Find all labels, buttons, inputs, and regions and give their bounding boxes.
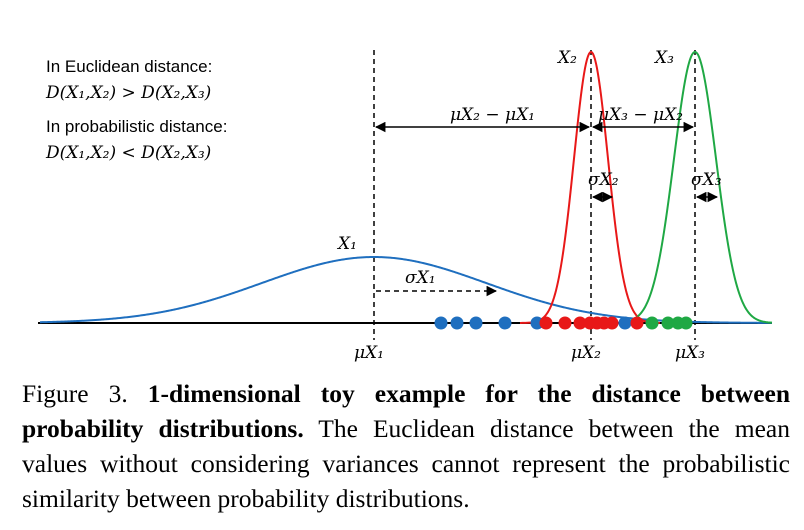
sample-dot [434, 316, 448, 330]
difference-label: μX₃ − μX₂ [598, 105, 683, 125]
euclid-label: In Euclidean distance: [46, 57, 212, 76]
prob-formula: D(X₁,X₂) < D(X₂,X₃) [45, 143, 211, 163]
sample-dot [645, 316, 659, 330]
sigma-label: σX₁ [405, 268, 436, 288]
sample-dot [539, 316, 553, 330]
sample-dot [469, 316, 483, 330]
samples [434, 316, 693, 330]
caption-label: Figure 3. [22, 379, 128, 408]
mean-label: μX₁ [354, 343, 384, 363]
sample-dot [661, 316, 675, 330]
mean-lines [373, 50, 696, 340]
sample-dot [450, 316, 464, 330]
sample-dot [573, 316, 587, 330]
sample-dot [530, 316, 544, 330]
curve-x1 [39, 256, 772, 324]
caption-body: The Euclidean distance between the mean … [22, 414, 790, 513]
sample-dot [498, 316, 512, 330]
prob-label: In probabilistic distance: [46, 117, 227, 136]
caption: Figure 3. 1-dimensional toy example for … [22, 376, 790, 516]
curve-label: X₃ [653, 48, 674, 68]
sigma-label: σX₂ [588, 170, 619, 190]
euclid-formula: D(X₁,X₂) > D(X₂,X₃) [45, 83, 211, 103]
figure: In Euclidean distance: D(X₁,X₂) > D(X₂,X… [38, 48, 773, 363]
mean-label: μX₂ [571, 343, 601, 363]
difference-label: μX₂ − μX₁ [450, 105, 535, 125]
sample-dot [630, 316, 644, 330]
caption-title: 1-dimensional toy example for the distan… [22, 379, 791, 443]
arrows [374, 121, 719, 297]
curve-label: X₁ [336, 234, 357, 254]
sample-dot [558, 316, 572, 330]
sigma-label: σX₃ [691, 170, 722, 190]
sample-dot [679, 316, 693, 330]
sample-dot [618, 316, 632, 330]
curve-x3 [619, 50, 773, 324]
sample-dot [605, 316, 619, 330]
curve-label: X₂ [556, 48, 577, 68]
mean-label: μX₃ [675, 343, 705, 363]
